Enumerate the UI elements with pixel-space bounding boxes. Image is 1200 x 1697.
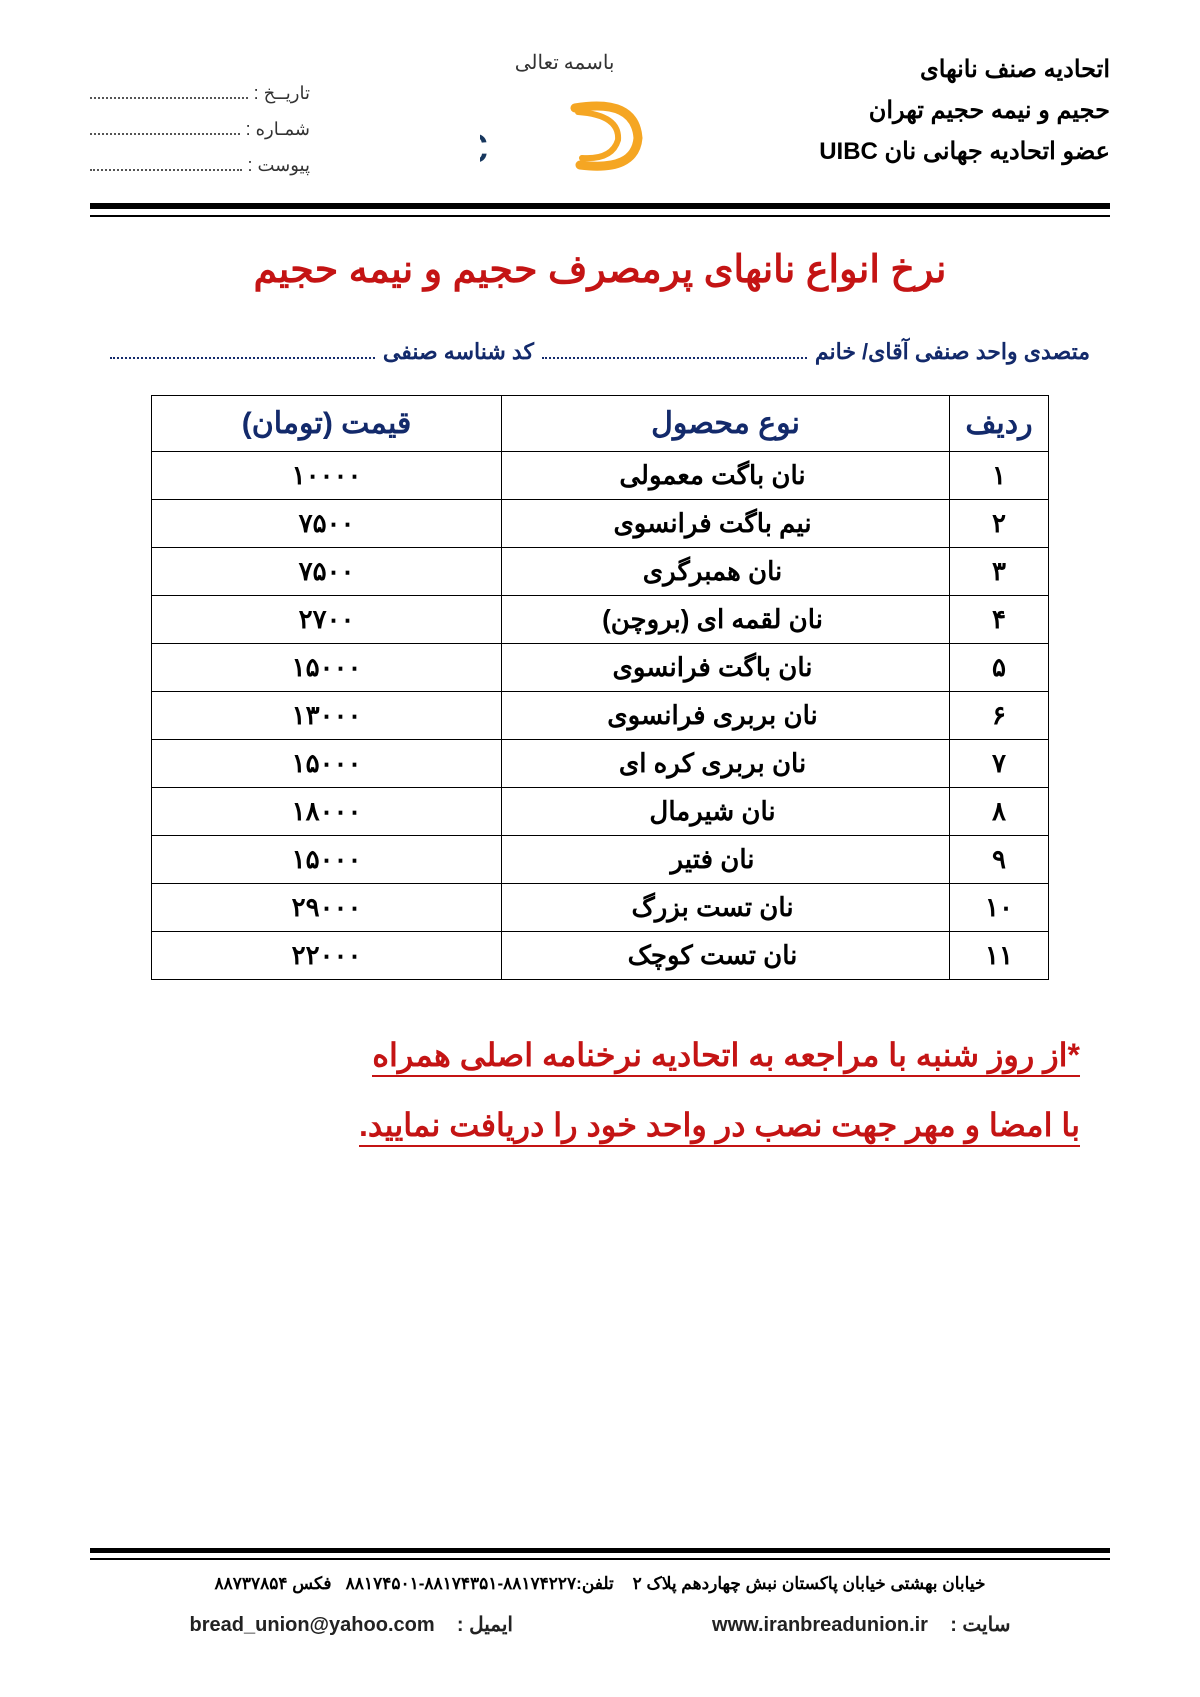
cell-index: ۷ [950,740,1049,788]
header-center: باسمه تعالی uibc [480,50,650,180]
org-line: حجیم و نیمه حجیم تهران [819,91,1110,132]
col-index-header: ردیف [950,396,1049,452]
table-row: ۴نان لقمه ای (بروچن)۲۷۰۰ [152,596,1049,644]
org-line: عضو اتحادیه جهانی نان UIBC [819,132,1110,173]
cell-price: ۷۵۰۰ [152,548,502,596]
cell-product-name: نیم باگت فرانسوی [501,500,949,548]
owner-info-line: متصدی واحد صنفی آقای/ خانم کد شناسه صنفی [110,337,1090,365]
notice-line: *از روز شنبه با مراجعه به اتحادیه نرخنام… [372,1037,1080,1077]
bismillah-text: باسمه تعالی [480,50,650,75]
cell-index: ۸ [950,788,1049,836]
cell-product-name: نان بربری کره ای [501,740,949,788]
cell-product-name: نان بربری فرانسوی [501,692,949,740]
date-label: تاریــخ : [254,75,310,111]
cell-price: ۲۷۰۰ [152,596,502,644]
cell-index: ۵ [950,644,1049,692]
dotted-blank [542,337,807,359]
document-title: نرخ انواع نانهای پرمصرف حجیم و نیمه حجیم [90,247,1110,292]
price-table: ردیف نوع محصول قیمت (تومان) ۱نان باگت مع… [151,395,1049,980]
dotted-blank [110,337,375,359]
table-row: ۶نان بربری فرانسوی۱۳۰۰۰ [152,692,1049,740]
attach-label: پیوست : [248,147,311,183]
header-divider [90,203,1110,217]
dotted-blank [90,117,240,135]
attachment-field: پیوست : [90,147,310,183]
cell-product-name: نان شیرمال [501,788,949,836]
fax-label: فکس [292,1574,331,1593]
table-row: ۳نان همبرگری۷۵۰۰ [152,548,1049,596]
cell-price: ۱۵۰۰۰ [152,836,502,884]
dotted-blank [90,153,242,171]
letterhead-footer: خیابان بهشتی خیابان پاکستان نبش چهاردهم … [90,1548,1110,1637]
cell-index: ۶ [950,692,1049,740]
table-row: ۹نان فتیر۱۵۰۰۰ [152,836,1049,884]
cell-index: ۱ [950,452,1049,500]
table-row: ۵نان باگت فرانسوی۱۵۰۰۰ [152,644,1049,692]
table-row: ۲نیم باگت فرانسوی۷۵۰۰ [152,500,1049,548]
date-field: تاریــخ : [90,75,310,111]
cell-product-name: نان تست کوچک [501,932,949,980]
footer-divider [90,1548,1110,1560]
owner-prefix: متصدی واحد صنفی آقای/ خانم [815,339,1090,365]
email-address: bread_union@yahoo.com [190,1614,435,1637]
footer-phones: ۸۸۱۷۴۲۲۷-۸۸۱۷۴۳۵۱-۸۸۱۷۴۵۰۱ [346,1574,576,1593]
cell-index: ۴ [950,596,1049,644]
cell-product-name: نان تست بزرگ [501,884,949,932]
cell-index: ۲ [950,500,1049,548]
uibc-logo: uibc [480,90,650,180]
cell-index: ۱۰ [950,884,1049,932]
site-block: سایت : www.iranbreadunion.ir [712,1612,1010,1637]
cell-price: ۱۳۰۰۰ [152,692,502,740]
cell-index: ۹ [950,836,1049,884]
table-row: ۱۰نان تست بزرگ۲۹۰۰۰ [152,884,1049,932]
cell-index: ۱۱ [950,932,1049,980]
dotted-blank [90,81,248,99]
email-block: ایمیل : bread_union@yahoo.com [190,1612,513,1637]
site-label: سایت : [950,1614,1010,1636]
cell-product-name: نان باگت فرانسوی [501,644,949,692]
organization-name: اتحادیه صنف نانهای حجیم و نیمه حجیم تهرا… [819,50,1110,172]
cell-price: ۲۲۰۰۰ [152,932,502,980]
cell-price: ۱۵۰۰۰ [152,740,502,788]
footer-address-line: خیابان بهشتی خیابان پاکستان نبش چهاردهم … [90,1574,1110,1594]
cell-price: ۲۹۰۰۰ [152,884,502,932]
code-label: کد شناسه صنفی [383,339,534,365]
cell-price: ۱۵۰۰۰ [152,644,502,692]
org-line: اتحادیه صنف نانهای [819,50,1110,91]
table-row: ۱نان باگت معمولی۱۰۰۰۰ [152,452,1049,500]
table-row: ۸نان شیرمال۱۸۰۰۰ [152,788,1049,836]
notice-text: *از روز شنبه با مراجعه به اتحادیه نرخنام… [140,1020,1080,1161]
cell-product-name: نان همبرگری [501,548,949,596]
footer-contact-line: سایت : www.iranbreadunion.ir ایمیل : bre… [90,1612,1110,1637]
table-header-row: ردیف نوع محصول قیمت (تومان) [152,396,1049,452]
cell-price: ۱۸۰۰۰ [152,788,502,836]
table-row: ۱۱نان تست کوچک۲۲۰۰۰ [152,932,1049,980]
col-price-header: قیمت (تومان) [152,396,502,452]
letterhead-header: اتحادیه صنف نانهای حجیم و نیمه حجیم تهرا… [90,50,1110,183]
logo-text: uibc [480,116,488,174]
cell-price: ۱۰۰۰۰ [152,452,502,500]
cell-product-name: نان باگت معمولی [501,452,949,500]
col-name-header: نوع محصول [501,396,949,452]
footer-address: خیابان بهشتی خیابان پاکستان نبش چهاردهم … [633,1574,986,1593]
cell-product-name: نان فتیر [501,836,949,884]
number-field: شمـاره : [90,111,310,147]
notice-line: با امضا و مهر جهت نصب در واحد خود را دری… [359,1107,1080,1147]
cell-price: ۷۵۰۰ [152,500,502,548]
table-row: ۷نان بربری کره ای۱۵۰۰۰ [152,740,1049,788]
number-label: شمـاره : [246,111,310,147]
cell-index: ۳ [950,548,1049,596]
cell-product-name: نان لقمه ای (بروچن) [501,596,949,644]
email-label: ایمیل : [457,1614,513,1636]
site-url: www.iranbreadunion.ir [712,1614,928,1637]
document-meta: تاریــخ : شمـاره : پیوست : [90,75,310,183]
phone-label: تلفن: [576,1574,614,1593]
footer-fax: ۸۸۷۳۷۸۵۴ [215,1574,288,1593]
